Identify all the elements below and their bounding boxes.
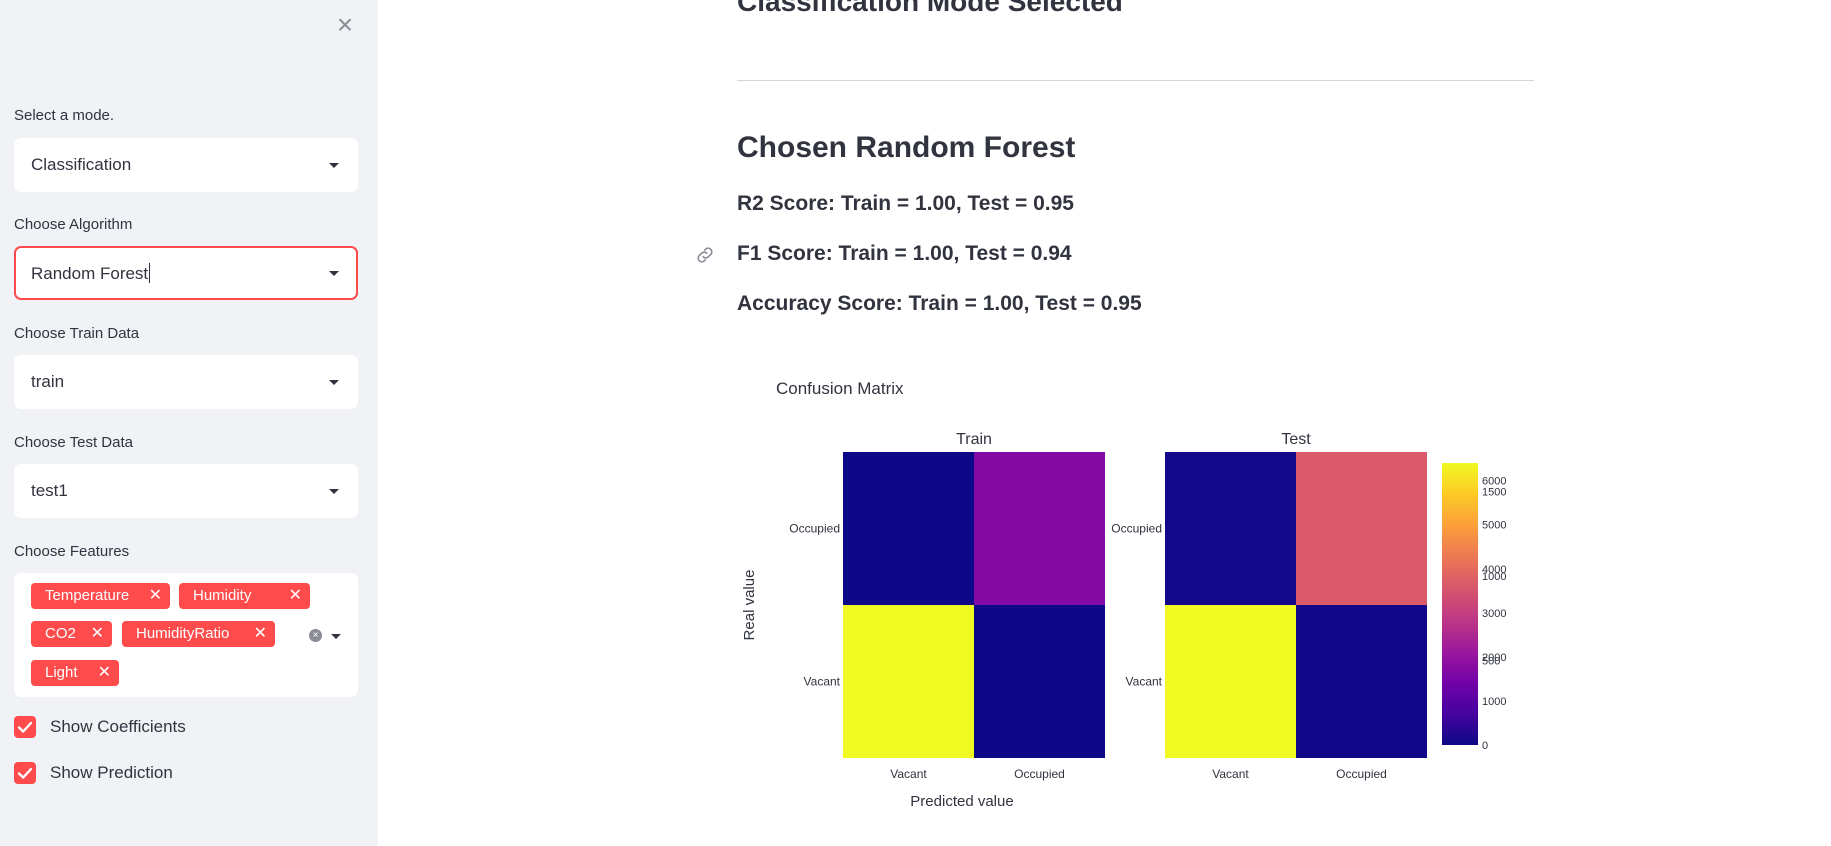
heatmap-cell	[1296, 605, 1427, 758]
algorithm-select[interactable]: Random Forest	[14, 246, 358, 300]
chevron-down-icon[interactable]	[331, 634, 341, 639]
feature-tag-label: HumidityRatio	[136, 625, 230, 642]
y-tick-label: Vacant	[804, 675, 841, 689]
x-axis-label: Predicted value	[910, 793, 1013, 810]
colorbar-tick-label: 1500	[1482, 487, 1506, 499]
colorbar-tick-label: 5000	[1482, 520, 1506, 532]
test-data-value: test1	[31, 481, 68, 500]
feature-tag-label: Temperature	[45, 587, 130, 604]
text-cursor	[149, 263, 151, 283]
r2-score: R2 Score: Train = 1.00, Test = 0.95	[737, 192, 1074, 215]
features-label: Choose Features	[14, 543, 130, 560]
features-multiselect[interactable]: Temperature ✕ Humidity ✕ CO2 ✕ HumidityR…	[14, 573, 358, 697]
colorbar-tick-label: 2000	[1482, 652, 1506, 664]
colorbar-tick-label: 3000	[1482, 608, 1506, 620]
x-tick-label: Vacant	[890, 767, 927, 781]
panel-title: Train	[956, 431, 992, 448]
checkbox-checked-icon[interactable]	[14, 716, 36, 738]
remove-tag-icon[interactable]: ✕	[253, 625, 267, 642]
heatmap-cell	[843, 605, 974, 758]
x-tick-label: Vacant	[1212, 767, 1249, 781]
chevron-down-icon	[329, 163, 339, 168]
mode-value: Classification	[31, 155, 132, 174]
clear-all-icon[interactable]: ×	[309, 629, 322, 642]
feature-tag[interactable]: Humidity ✕	[179, 583, 310, 609]
colorbar-tick-label: 1000	[1482, 571, 1506, 583]
train-data-select[interactable]: train	[14, 355, 358, 409]
heatmap-cell	[1165, 605, 1296, 758]
remove-tag-icon[interactable]: ✕	[148, 587, 162, 604]
train-data-value: train	[31, 372, 65, 391]
chart-title: Confusion Matrix	[776, 379, 904, 398]
checkbox-checked-icon[interactable]	[14, 762, 36, 784]
mode-select[interactable]: Classification	[14, 138, 358, 192]
colorbar-tick-label: 1000	[1482, 696, 1506, 708]
colorbar-tick-label: 500	[1482, 656, 1500, 668]
heatmap-cell	[974, 605, 1105, 758]
chevron-down-icon	[329, 489, 339, 494]
link-icon[interactable]	[694, 244, 716, 266]
heatmap-cell	[974, 452, 1105, 605]
algorithm-value: Random Forest	[31, 264, 149, 283]
heatmap-cell	[843, 452, 974, 605]
close-sidebar-icon[interactable]: ×	[336, 9, 354, 40]
mode-label: Select a mode.	[14, 107, 115, 124]
y-axis-label: Real value	[741, 570, 758, 641]
y-tick-label: Vacant	[1126, 675, 1163, 689]
feature-tag[interactable]: Temperature ✕	[31, 583, 170, 609]
feature-tag-label: Humidity	[193, 587, 252, 604]
checkbox-label: Show Prediction	[50, 763, 173, 782]
feature-tag[interactable]: Light ✕	[31, 660, 119, 686]
feature-tag-label: CO2	[45, 625, 76, 642]
test-data-select[interactable]: test1	[14, 464, 358, 518]
algorithm-label: Choose Algorithm	[14, 216, 133, 233]
chevron-down-icon	[329, 380, 339, 385]
test-data-label: Choose Test Data	[14, 434, 133, 451]
colorbar-tick-label: 6000	[1482, 476, 1506, 488]
colorbar-tick-label: 4000	[1482, 564, 1506, 576]
x-tick-label: Occupied	[1014, 767, 1065, 781]
algorithm-value-wrap: Random Forest	[31, 263, 151, 284]
heatmap-cell	[1296, 452, 1427, 605]
mode-heading: Classification Mode Selected	[737, 0, 1123, 17]
feature-tag-label: Light	[45, 664, 78, 681]
feature-tag[interactable]: HumidityRatio ✕	[122, 621, 275, 647]
divider	[737, 80, 1534, 81]
x-tick-label: Occupied	[1336, 767, 1387, 781]
checkbox-label: Show Coefficients	[50, 717, 186, 736]
heatmap-cell	[1165, 452, 1296, 605]
y-tick-label: Occupied	[1111, 522, 1162, 536]
remove-tag-icon[interactable]: ✕	[90, 625, 104, 642]
f1-score: F1 Score: Train = 1.00, Test = 0.94	[737, 242, 1072, 265]
accuracy-score: Accuracy Score: Train = 1.00, Test = 0.9…	[737, 292, 1142, 315]
y-tick-label: Occupied	[789, 522, 840, 536]
panel-title: Test	[1281, 431, 1311, 448]
confusion-matrix-chart: Confusion Matrix Train Vacant Occupied Occu…	[741, 379, 1506, 810]
remove-tag-icon[interactable]: ✕	[288, 587, 302, 604]
algorithm-heading: Chosen Random Forest	[737, 131, 1076, 164]
remove-tag-icon[interactable]: ✕	[97, 664, 111, 681]
chevron-down-icon	[329, 271, 339, 276]
colorbar-tick-label: 0	[1482, 740, 1488, 752]
feature-tag[interactable]: CO2 ✕	[31, 621, 112, 647]
sidebar: × Select a mode. Classification Choose A…	[0, 0, 378, 846]
colorbar	[1442, 463, 1478, 745]
train-data-label: Choose Train Data	[14, 325, 140, 342]
